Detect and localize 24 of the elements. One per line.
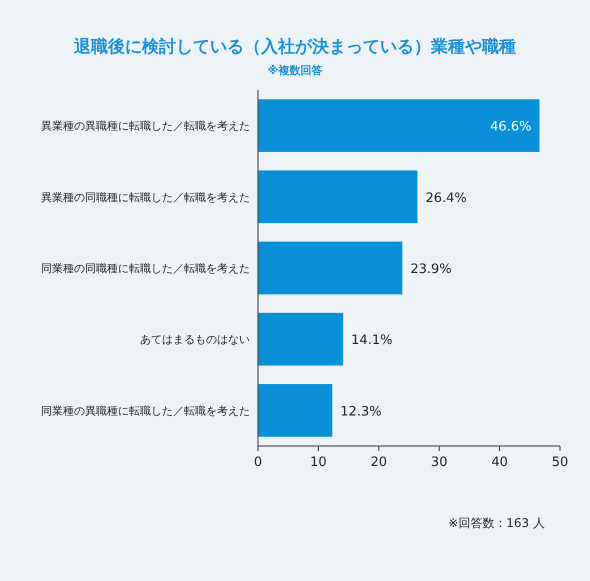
y-tick-label: 異業種の異職種に転職した／転職を考えた — [41, 120, 250, 133]
bar — [258, 242, 402, 294]
y-tick-label: 異業種の同職種に転職した／転職を考えた — [41, 190, 250, 204]
x-tick-label: 0 — [254, 455, 262, 470]
x-tick-label: 20 — [370, 455, 388, 470]
bar — [258, 170, 418, 224]
chart-title: 退職後に検討している（入社が決まっている）業種や職種 — [73, 37, 516, 57]
bar — [258, 312, 344, 366]
x-tick-label: 50 — [552, 455, 568, 470]
bar — [258, 384, 332, 437]
data-label: 46.6% — [490, 120, 532, 135]
data-label: 26.4% — [425, 190, 467, 206]
bar — [258, 99, 540, 152]
y-tick-label: 同業種の異職種に転職した／転職を考えた — [41, 404, 250, 418]
data-label: 14.1% — [351, 333, 392, 348]
chart-subtitle: ※複数回答 — [268, 64, 324, 77]
data-label: 23.9% — [410, 262, 452, 277]
x-tick-label: 30 — [430, 455, 448, 470]
x-tick-label: 10 — [310, 455, 327, 470]
text: ※回答数：163 人 — [448, 516, 545, 530]
x-tick-label: 40 — [491, 455, 508, 470]
y-tick-label: あてはまるものはない — [140, 333, 250, 346]
y-tick-label: 同業種の同職種に転職した／転職を考えた — [41, 262, 250, 275]
data-label: 12.3% — [340, 404, 382, 420]
